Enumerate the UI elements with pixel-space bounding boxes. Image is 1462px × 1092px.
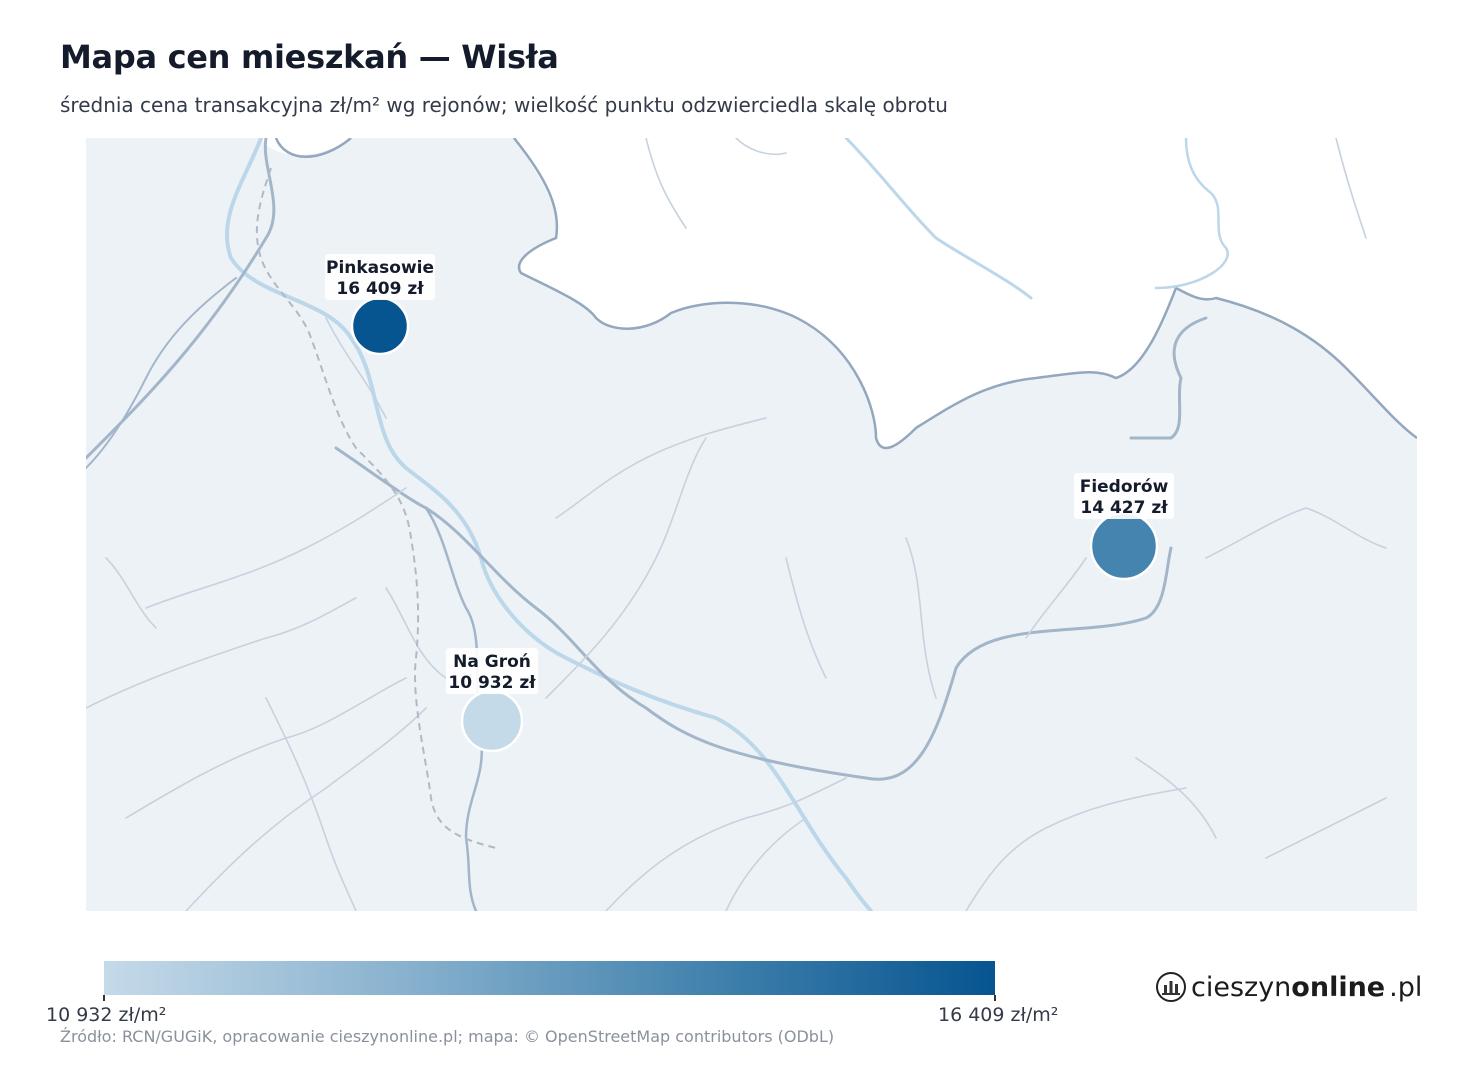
marker-dot[interactable] <box>460 689 524 753</box>
marker-price: 14 427 zł <box>1080 498 1168 518</box>
marker-pinkasowie[interactable]: Pinkasowie 16 409 zł <box>325 254 435 356</box>
page-subtitle: średnia cena transakcyjna zł/m² wg rejon… <box>60 93 948 117</box>
map[interactable]: Pinkasowie 16 409 zł Fiedorów 14 427 zł … <box>86 138 1417 911</box>
railway-line <box>255 167 497 849</box>
brand-suffix: .pl <box>1389 971 1423 1003</box>
marker-name: Na Groń <box>453 652 531 672</box>
source-note: Źródło: RCN/GUGiK, opracowanie cieszynon… <box>60 1027 835 1046</box>
marker-label-box <box>325 254 435 300</box>
marker-name: Pinkasowie <box>326 258 434 278</box>
marker-fiedorow[interactable]: Fiedorów 14 427 zł <box>1074 473 1174 581</box>
color-scale-max-label: 16 409 zł/m² <box>938 1004 1059 1026</box>
marker-dot[interactable] <box>1089 511 1159 581</box>
page-title: Mapa cen mieszkań — Wisła <box>60 38 559 76</box>
marker-dot[interactable] <box>350 296 410 356</box>
brand-logo[interactable]: cieszyn online .pl <box>1155 967 1422 1007</box>
minor-roads <box>86 138 1387 911</box>
color-scale-max-tick <box>994 995 996 1001</box>
marker-label-box <box>1074 473 1174 519</box>
brand-bold: online <box>1291 971 1386 1003</box>
marker-na-gron[interactable]: Na Groń 10 932 zł <box>446 648 538 753</box>
color-scale-bar <box>104 961 995 995</box>
color-scale-min-label: 10 932 zł/m² <box>46 1004 167 1026</box>
marker-label-box <box>446 648 538 694</box>
marker-price: 16 409 zł <box>336 279 424 299</box>
brand-prefix: cieszyn <box>1191 971 1292 1003</box>
brand-emblem-icon <box>1156 972 1186 1002</box>
marker-price: 10 932 zł <box>448 673 536 693</box>
boundary-line <box>274 138 1417 450</box>
map-canvas[interactable]: Pinkasowie 16 409 zł Fiedorów 14 427 zł … <box>86 138 1417 911</box>
color-scale-min-tick <box>103 995 105 1001</box>
marker-name: Fiedorów <box>1080 477 1169 497</box>
land-area <box>86 138 1417 911</box>
